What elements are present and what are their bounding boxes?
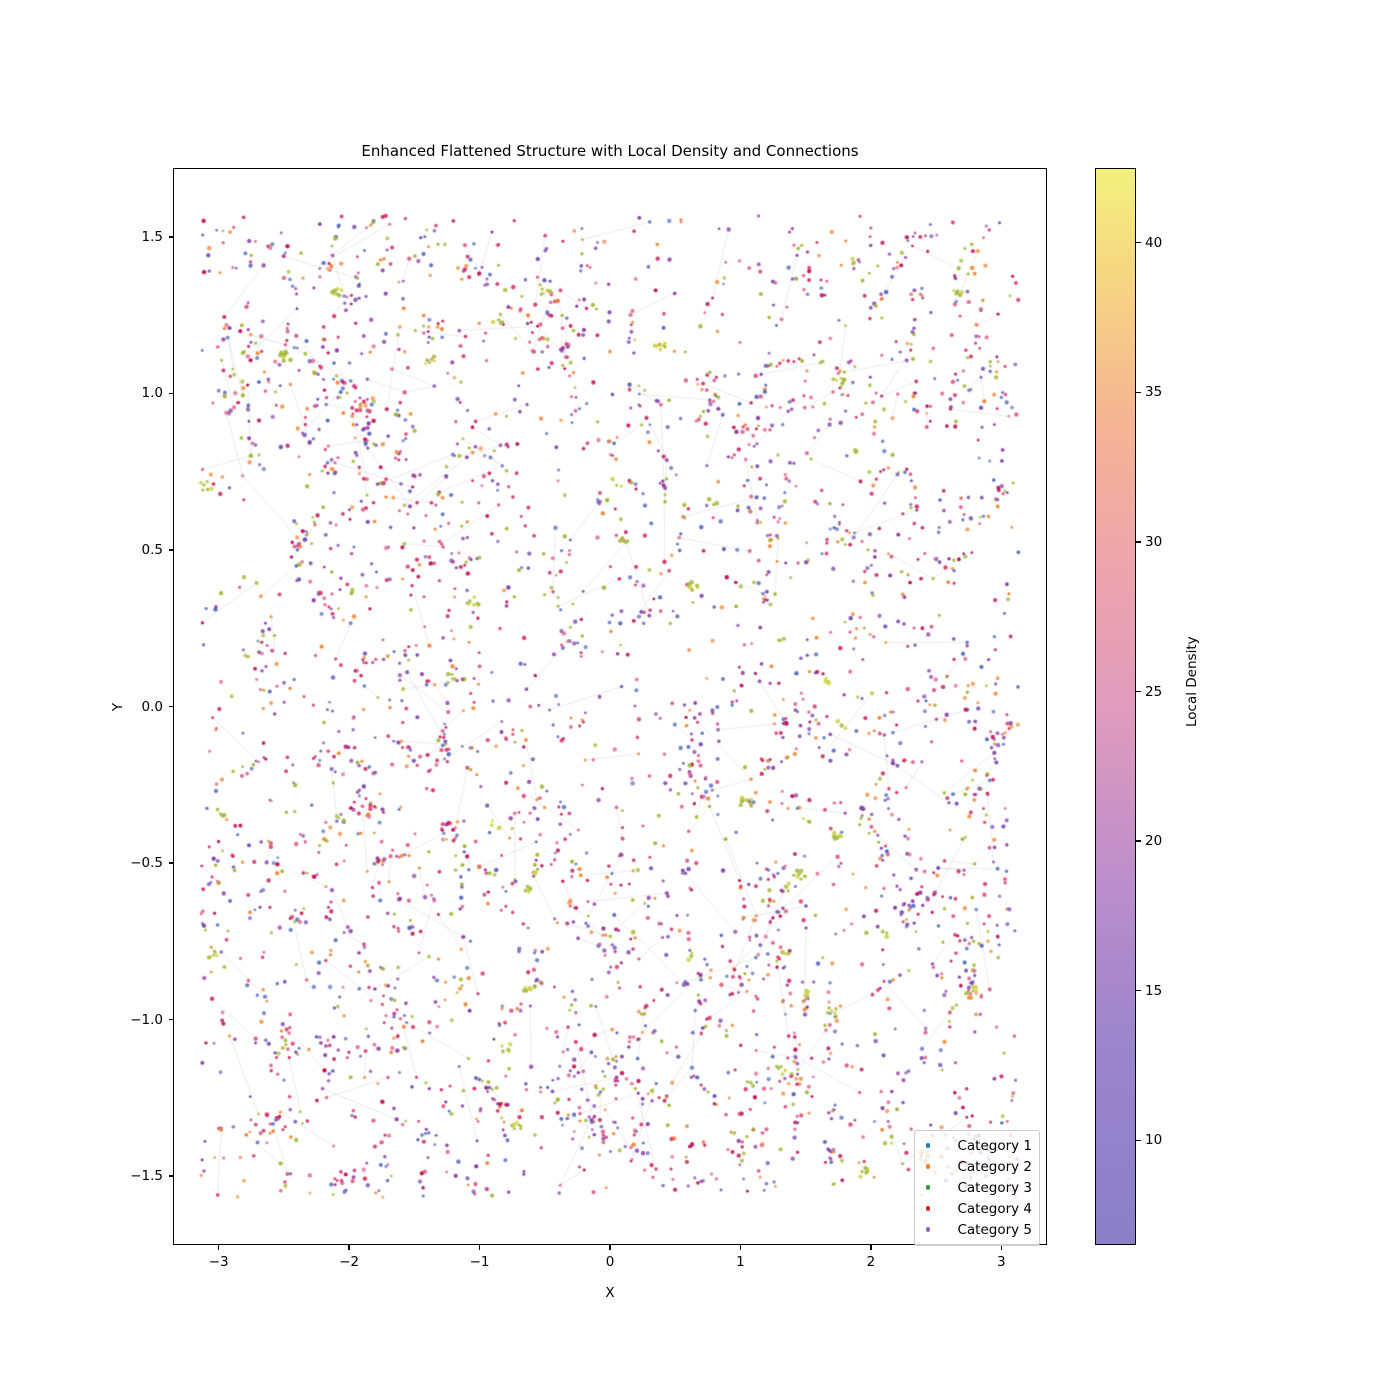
legend-label: Category 1 xyxy=(957,1137,1032,1154)
x-tick-mark xyxy=(609,1245,611,1250)
x-tick-label: −2 xyxy=(339,1254,360,1270)
scatter-plot-canvas xyxy=(174,169,1046,1244)
y-tick-mark xyxy=(168,392,173,395)
legend-item-1[interactable]: Category 1 xyxy=(921,1135,1033,1156)
colorbar-label: Local Density xyxy=(1184,636,1200,727)
x-tick-mark xyxy=(870,1245,872,1250)
y-tick-mark xyxy=(168,862,173,864)
legend-dot-icon xyxy=(925,1185,931,1190)
legend-marker-icon xyxy=(921,1164,935,1169)
y-tick-label: −1.5 xyxy=(130,1168,163,1185)
colorbar-tick-mark xyxy=(1136,391,1141,394)
plot-axes xyxy=(173,168,1047,1245)
y-tick-label: −1.0 xyxy=(130,1011,163,1028)
x-tick-label: −3 xyxy=(208,1254,229,1270)
y-tick-mark xyxy=(168,549,173,551)
colorbar-tick-mark xyxy=(1136,242,1141,244)
y-tick-label: 0.5 xyxy=(141,541,163,558)
page-title: Enhanced Flattened Structure with Local … xyxy=(361,142,859,160)
y-tick-mark xyxy=(168,1175,173,1177)
legend-item-5[interactable]: Category 5 xyxy=(921,1219,1033,1240)
legend-dot-icon xyxy=(925,1206,931,1211)
colorbar-tick-label: 15 xyxy=(1145,982,1163,999)
x-axis-label: X xyxy=(605,1285,615,1301)
x-tick-mark xyxy=(1000,1245,1002,1250)
colorbar-tick-mark xyxy=(1136,1139,1141,1141)
colorbar-tick-label: 10 xyxy=(1145,1132,1163,1149)
colorbar-tick-label: 30 xyxy=(1145,533,1163,550)
x-tick-label: 0 xyxy=(605,1254,615,1270)
legend-label: Category 4 xyxy=(957,1200,1032,1217)
y-axis-label: Y xyxy=(110,702,126,712)
legend-item-4[interactable]: Category 4 xyxy=(921,1198,1033,1219)
y-tick-mark xyxy=(168,1018,173,1021)
x-tick-label: −1 xyxy=(469,1254,490,1270)
y-tick-label: 0.0 xyxy=(141,698,163,715)
colorbar-tick-mark xyxy=(1136,541,1141,543)
y-tick-label: 1.0 xyxy=(141,385,163,402)
x-tick-label: 1 xyxy=(736,1254,745,1270)
legend: Category 1 Category 2 Category 3 Category 4… xyxy=(914,1130,1040,1246)
legend-label: Category 3 xyxy=(957,1179,1032,1196)
legend-label: Category 2 xyxy=(957,1158,1032,1175)
legend-item-3[interactable]: Category 3 xyxy=(921,1177,1033,1198)
colorbar-tick-label: 20 xyxy=(1145,833,1163,850)
colorbar-tick-mark xyxy=(1136,840,1141,842)
colorbar-gradient xyxy=(1096,169,1135,1244)
legend-item-2[interactable]: Category 2 xyxy=(921,1156,1033,1177)
legend-marker-icon xyxy=(921,1143,935,1148)
x-tick-label: 2 xyxy=(866,1254,876,1270)
legend-dot-icon xyxy=(925,1227,931,1232)
legend-dot-icon xyxy=(925,1143,931,1148)
legend-label: Category 5 xyxy=(957,1221,1032,1238)
y-tick-label: −0.5 xyxy=(130,855,163,872)
colorbar-tick-label: 40 xyxy=(1145,234,1163,251)
legend-marker-icon xyxy=(921,1227,935,1232)
x-tick-mark xyxy=(478,1245,481,1250)
legend-dot-icon xyxy=(925,1164,931,1169)
x-tick-mark xyxy=(218,1245,220,1250)
colorbar-tick-label: 25 xyxy=(1145,683,1163,700)
x-tick-label: 3 xyxy=(997,1254,1006,1270)
colorbar-tick-label: 35 xyxy=(1145,384,1163,401)
x-tick-mark xyxy=(739,1245,742,1250)
legend-marker-icon xyxy=(921,1206,935,1211)
x-tick-mark xyxy=(348,1245,350,1250)
y-tick-label: 1.5 xyxy=(141,228,163,245)
colorbar-tick-mark xyxy=(1136,990,1141,992)
y-tick-mark xyxy=(168,705,173,708)
y-tick-mark xyxy=(168,236,173,238)
colorbar-tick-mark xyxy=(1136,690,1141,693)
legend-marker-icon xyxy=(921,1185,935,1190)
colorbar xyxy=(1095,168,1136,1245)
